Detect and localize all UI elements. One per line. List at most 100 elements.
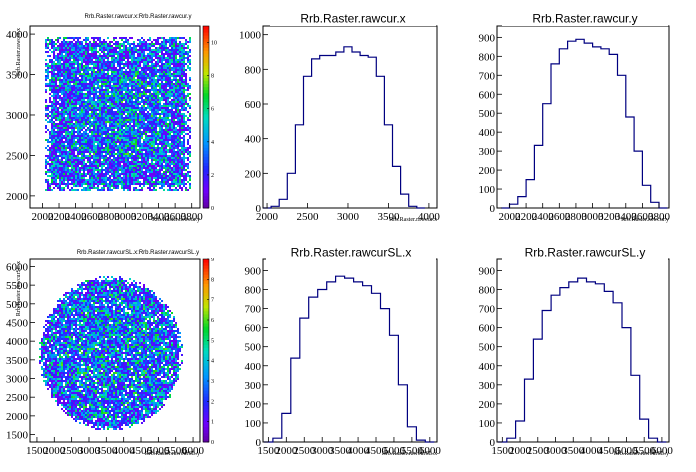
density-cell [151,159,153,161]
density-cell [105,115,107,117]
density-cell [59,117,61,119]
density-cell [119,155,121,157]
density-cell [181,147,183,149]
density-cell [127,189,129,191]
density-cell [89,143,91,145]
density-cell [103,77,105,79]
density-cell [157,75,159,77]
density-cell [179,79,181,81]
density-cell [139,157,141,159]
density-cell [83,177,85,179]
density-cell [57,65,59,67]
density-cell [107,115,109,117]
density-cell [69,145,71,147]
density-cell [117,121,119,123]
density-cell [143,93,145,95]
density-cell [149,147,151,149]
density-cell [153,39,155,41]
density-cell [179,167,181,169]
density-cell [69,67,71,69]
density-cell [81,135,83,137]
density-cell [119,175,121,177]
density-cell [63,143,65,145]
density-cell [117,117,119,119]
density-cell [161,137,163,139]
density-cell [67,53,69,55]
density-cell [163,173,165,175]
density-cell [163,63,165,65]
density-cell [133,63,135,65]
density-cell [85,47,87,49]
density-cell [57,143,59,145]
density-cell [163,45,165,47]
density-cell [71,187,73,189]
density-cell [127,47,129,49]
density-cell [59,59,61,61]
density-cell [155,153,157,155]
density-cell [67,173,69,175]
density-cell [107,183,109,185]
density-cell [45,179,47,181]
density-cell [73,81,75,83]
density-cell [121,71,123,73]
density-cell [137,91,139,93]
x-tick-label: 3200 [131,211,154,223]
density-cell [79,135,81,137]
density-cell [81,85,83,87]
density-cell [105,89,107,91]
density-cell [111,149,113,151]
density-cell [127,149,129,151]
density-cell [189,179,191,181]
y-axis-label: Rrb.Raster.rawcur.x [16,28,22,76]
density-cell [141,189,143,191]
density-cell [117,75,119,77]
density-cell [85,61,87,63]
density-cell [175,91,177,93]
density-cell [81,173,83,175]
density-cell [185,175,187,177]
density-cell [127,85,129,87]
density-cell [85,63,87,65]
density-cell [71,79,73,81]
density-cell [45,115,47,117]
density-cell [119,63,121,65]
density-cell [83,183,85,185]
density-cell [159,175,161,177]
density-cell [111,135,113,137]
density-cell [97,77,99,79]
density-cell [185,121,187,123]
density-cell [93,163,95,165]
density-cell [157,105,159,107]
density-cell [51,83,53,85]
density-cell [159,135,161,137]
density-cell [115,91,117,93]
density-cell [129,133,131,135]
density-cell [53,125,55,127]
density-cell [97,103,99,105]
density-cell [123,51,125,53]
density-cell [99,117,101,119]
density-cell [177,97,179,99]
density-cell [69,133,71,135]
density-cell [161,125,163,127]
density-cell [147,103,149,105]
density-cell [59,73,61,75]
density-cell [163,177,165,179]
density-cell [135,71,137,73]
density-cell [171,167,173,169]
density-cell [93,139,95,141]
density-cell [85,111,87,113]
density-cell [145,71,147,73]
density-cell [139,87,141,89]
density-cell [73,105,75,107]
density-cell [103,125,105,127]
density-cell [75,123,77,125]
density-cell [127,39,129,41]
density-cell [159,83,161,85]
density-cell [59,175,61,177]
density-cell [57,149,59,151]
density-cell [121,81,123,83]
density-cell [61,71,63,73]
density-cell [177,111,179,113]
density-cell [75,55,77,57]
